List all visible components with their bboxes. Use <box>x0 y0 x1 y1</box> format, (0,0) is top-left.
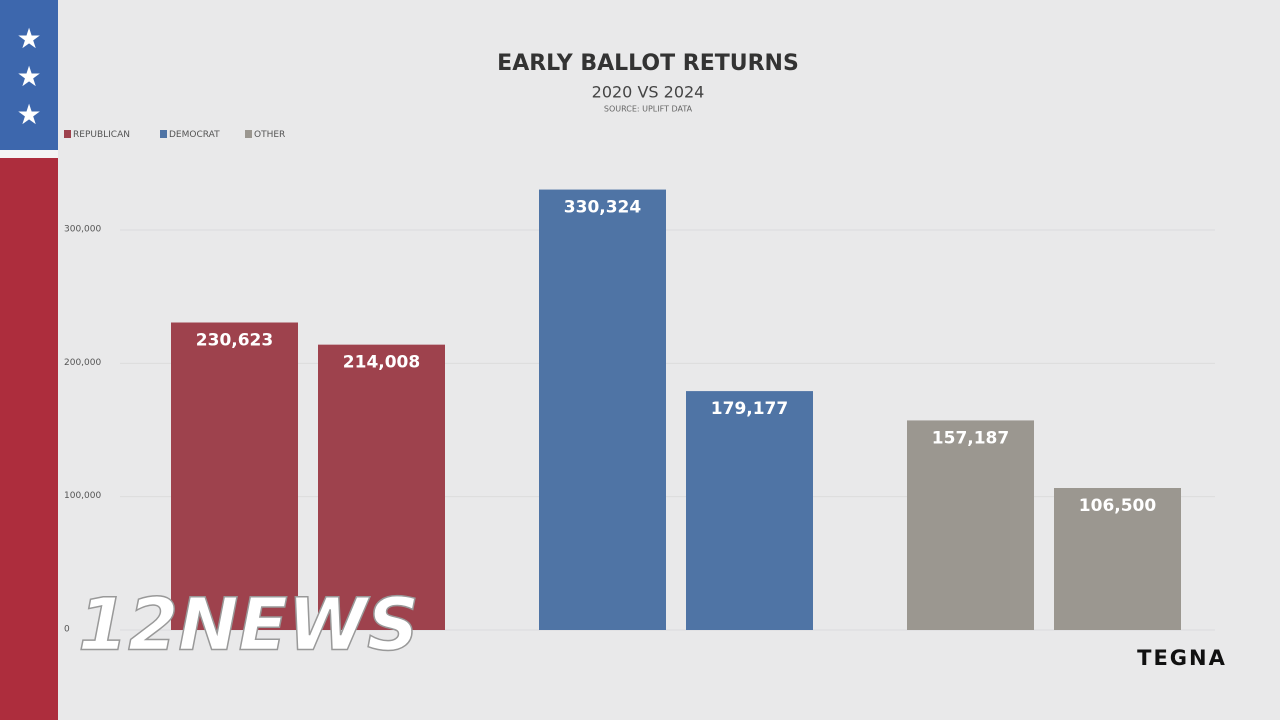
flag-stripe <box>0 150 58 158</box>
flag-blue <box>0 0 58 150</box>
value-label: 179,177 <box>711 399 788 419</box>
bar <box>907 420 1034 630</box>
star: ★ <box>16 60 41 93</box>
y-tick-label: 0 <box>64 625 70 635</box>
value-label: 106,500 <box>1079 496 1157 516</box>
y-tick-label: 200,000 <box>64 358 101 368</box>
value-label: 214,008 <box>343 353 420 373</box>
owner-logo: TEGNA <box>1137 646 1227 670</box>
source: SOURCE: UPLIFT DATA <box>604 105 693 114</box>
legend-swatch <box>245 130 252 138</box>
legend-label: OTHER <box>254 130 285 140</box>
legend-label: DEMOCRAT <box>169 130 220 140</box>
bar <box>318 344 445 630</box>
chart-title: EARLY BALLOT RETURNS <box>497 51 799 76</box>
bar <box>171 322 298 630</box>
y-tick-label: 100,000 <box>64 491 101 501</box>
legend-swatch <box>160 130 167 138</box>
value-label: 230,623 <box>196 331 273 351</box>
y-tick-label: 300,000 <box>64 225 101 235</box>
chart-subtitle: 2020 VS 2024 <box>592 83 705 102</box>
plot: 0 100,000 200,000 300,000 REPUBLICAN DEMOCRAT… <box>64 130 1215 635</box>
star: ★ <box>16 98 41 131</box>
station-logo: 12NEWS <box>78 583 419 667</box>
star: ★ <box>16 22 41 55</box>
value-label: 157,187 <box>932 428 1009 448</box>
flag-red <box>0 158 58 720</box>
legend-label: REPUBLICAN <box>73 130 130 140</box>
legend-swatch <box>64 130 71 138</box>
bar <box>539 189 666 630</box>
bar <box>686 391 813 630</box>
value-label: 330,324 <box>564 198 642 218</box>
bar <box>1054 488 1181 630</box>
